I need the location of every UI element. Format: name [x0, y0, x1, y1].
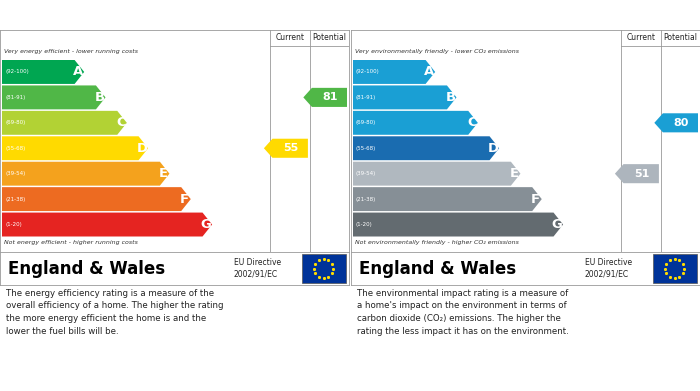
Polygon shape [2, 162, 169, 186]
Text: G: G [201, 218, 211, 231]
Text: Energy Efficiency Rating: Energy Efficiency Rating [5, 9, 177, 22]
Text: England & Wales: England & Wales [8, 260, 165, 278]
Text: (92-100): (92-100) [356, 70, 379, 74]
Text: Potential: Potential [312, 34, 346, 43]
Text: C: C [467, 116, 477, 129]
Text: 80: 80 [674, 118, 689, 128]
Text: B: B [94, 91, 104, 104]
Text: G: G [552, 218, 563, 231]
Bar [302, 254, 346, 283]
Text: E: E [159, 167, 168, 180]
Text: (81-91): (81-91) [356, 95, 377, 100]
Polygon shape [2, 213, 212, 237]
Polygon shape [264, 139, 308, 158]
Polygon shape [2, 111, 127, 135]
Polygon shape [2, 136, 148, 160]
Text: F: F [531, 193, 540, 206]
Text: The energy efficiency rating is a measure of the
overall efficiency of a home. T: The energy efficiency rating is a measur… [6, 289, 223, 335]
Polygon shape [353, 85, 456, 109]
Text: A: A [73, 65, 83, 79]
Text: Not environmentally friendly - higher CO₂ emissions: Not environmentally friendly - higher CO… [355, 240, 519, 245]
Text: EU Directive
2002/91/EC: EU Directive 2002/91/EC [234, 258, 281, 279]
Text: England & Wales: England & Wales [359, 260, 516, 278]
Text: (92-100): (92-100) [5, 70, 29, 74]
Text: The environmental impact rating is a measure of
a home's impact on the environme: The environmental impact rating is a mea… [357, 289, 568, 335]
Text: D: D [136, 142, 148, 155]
Text: 55: 55 [284, 143, 299, 153]
Polygon shape [353, 111, 478, 135]
Bar [653, 254, 696, 283]
Polygon shape [353, 60, 435, 84]
Text: Very energy efficient - lower running costs: Very energy efficient - lower running co… [4, 49, 138, 54]
Text: C: C [116, 116, 126, 129]
Text: (81-91): (81-91) [5, 95, 25, 100]
Polygon shape [353, 187, 542, 211]
Text: A: A [424, 65, 434, 79]
Polygon shape [615, 164, 659, 183]
Text: (39-54): (39-54) [356, 171, 377, 176]
Text: Very environmentally friendly - lower CO₂ emissions: Very environmentally friendly - lower CO… [355, 49, 519, 54]
Polygon shape [353, 136, 499, 160]
Text: Potential: Potential [664, 34, 697, 43]
Polygon shape [2, 187, 191, 211]
Text: (69-80): (69-80) [356, 120, 377, 126]
Text: E: E [510, 167, 519, 180]
Text: (39-54): (39-54) [5, 171, 25, 176]
Text: F: F [180, 193, 190, 206]
Text: (21-38): (21-38) [356, 197, 377, 202]
Text: (55-68): (55-68) [356, 146, 377, 151]
Text: (69-80): (69-80) [5, 120, 25, 126]
Text: (1-20): (1-20) [356, 222, 372, 227]
Text: B: B [445, 91, 456, 104]
Text: (21-38): (21-38) [5, 197, 25, 202]
Text: Environmental Impact (CO₂) Rating: Environmental Impact (CO₂) Rating [356, 9, 602, 22]
Polygon shape [2, 85, 106, 109]
Text: Current: Current [276, 34, 304, 43]
Polygon shape [303, 88, 347, 107]
Polygon shape [654, 113, 698, 133]
Polygon shape [2, 60, 84, 84]
Text: (1-20): (1-20) [5, 222, 22, 227]
Polygon shape [353, 162, 521, 186]
Text: 51: 51 [634, 169, 650, 179]
Text: D: D [488, 142, 498, 155]
Text: 81: 81 [323, 92, 338, 102]
Text: Current: Current [626, 34, 656, 43]
Text: (55-68): (55-68) [5, 146, 25, 151]
Text: EU Directive
2002/91/EC: EU Directive 2002/91/EC [584, 258, 632, 279]
Polygon shape [353, 213, 563, 237]
Text: Not energy efficient - higher running costs: Not energy efficient - higher running co… [4, 240, 138, 245]
